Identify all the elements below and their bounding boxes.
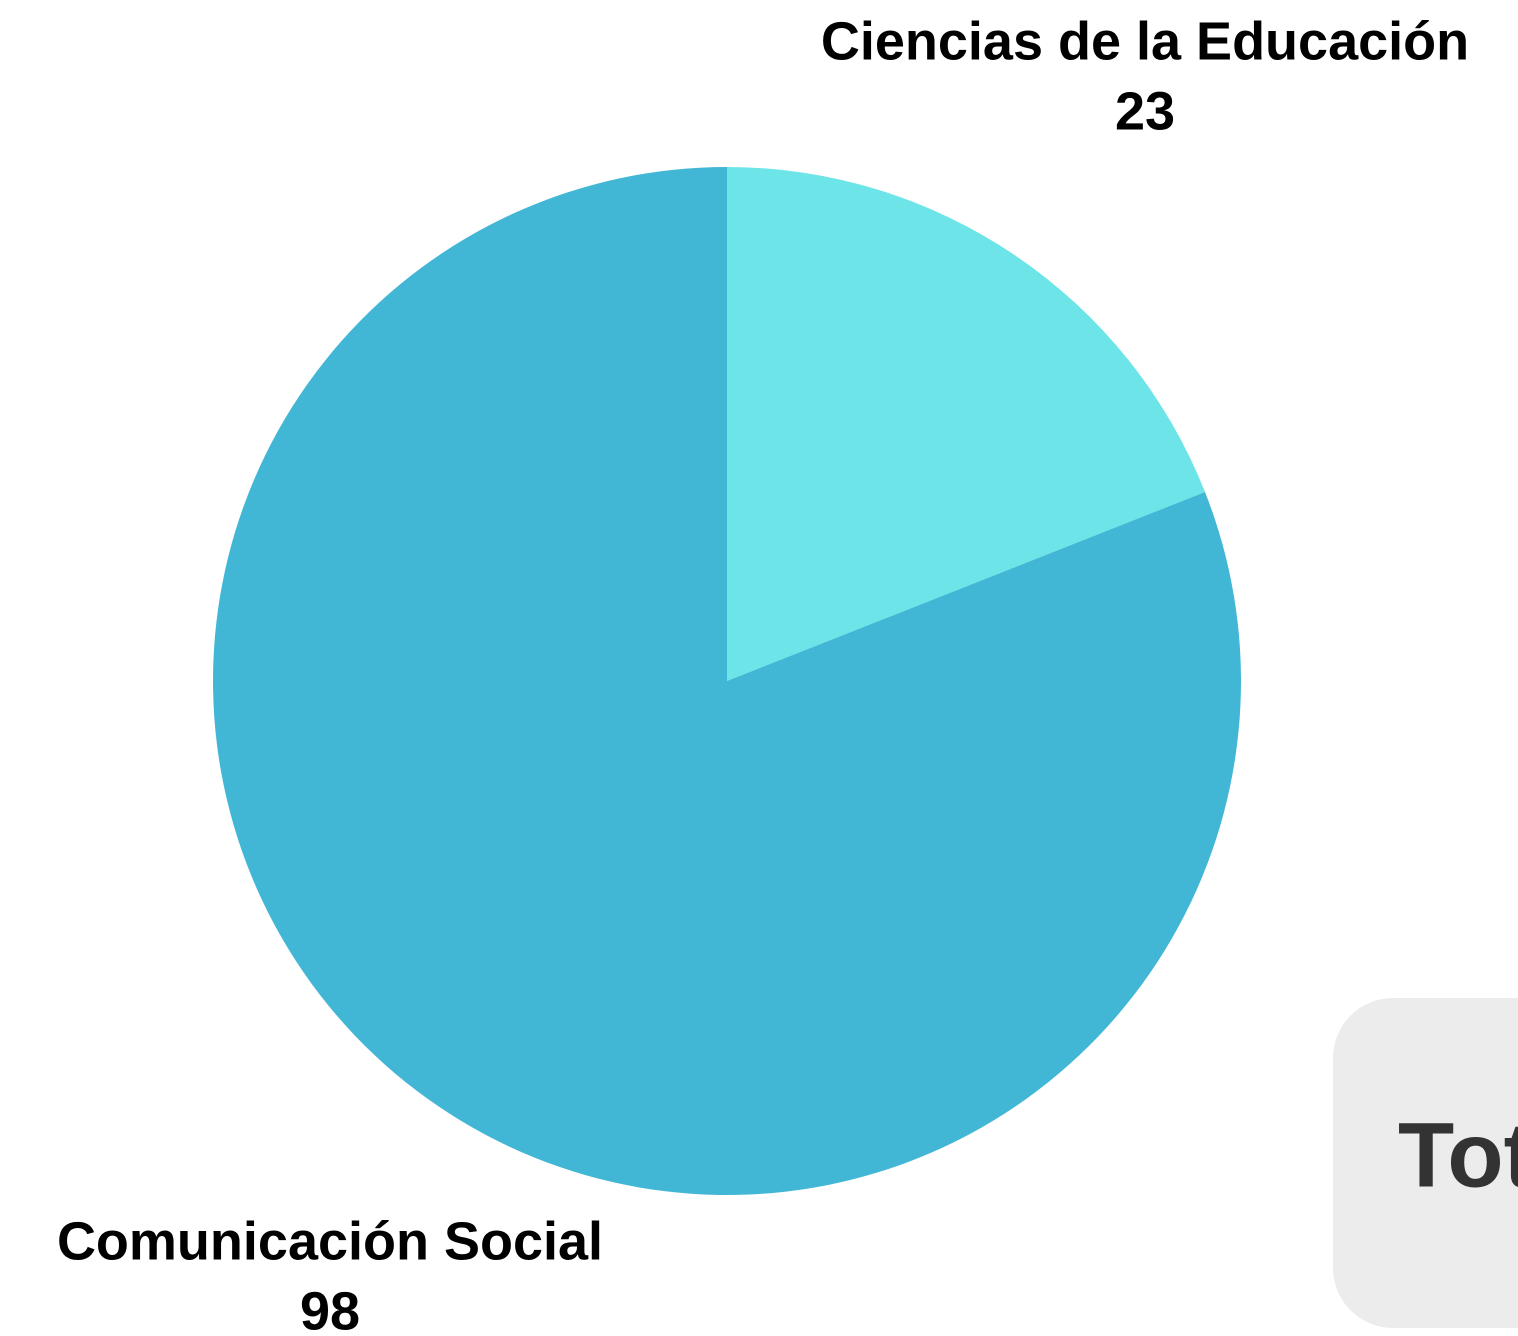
pie-slice bbox=[213, 167, 1242, 1195]
slice-value: 23 bbox=[1115, 81, 1175, 141]
slice-label: Comunicación Social bbox=[57, 1211, 603, 1271]
total-label: Tot bbox=[1398, 1104, 1518, 1206]
slice-label: Ciencias de la Educación bbox=[821, 11, 1469, 71]
total-box bbox=[1333, 998, 1518, 1328]
slice-value: 98 bbox=[300, 1281, 360, 1336]
pie-slice bbox=[727, 167, 1206, 681]
